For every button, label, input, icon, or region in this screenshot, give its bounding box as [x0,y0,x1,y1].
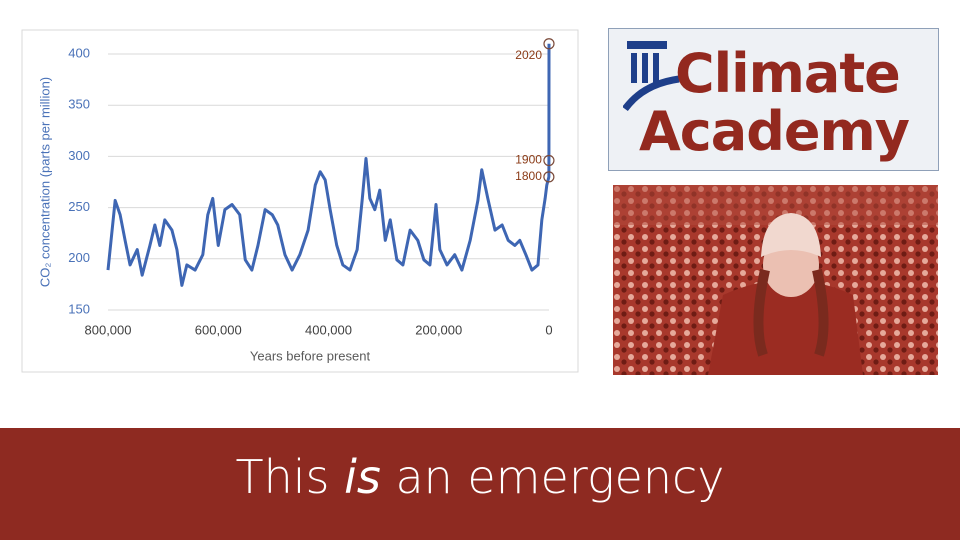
y-axis-label: CO₂ concentration (parts per million) [37,77,52,287]
annotation-marker [543,171,555,183]
x-tick-label: 0 [545,322,552,337]
logo-line1: Climate [675,42,901,105]
chart-frame [21,29,579,373]
x-axis-label: Years before present [250,348,371,363]
y-tick-label: 150 [68,301,90,316]
logo-line2: Academy [639,100,910,163]
photo [613,185,938,375]
logo-icon [623,41,680,112]
data-line [106,43,551,287]
y-tick-label: 200 [68,250,90,265]
crowd-photo [613,185,938,375]
y-tick-label: 350 [68,97,90,112]
x-tick-label: 800,000 [85,322,132,337]
annotation-marker [543,38,555,50]
y-tick-label: 400 [68,45,90,60]
annotation-label: 1800 [515,169,542,183]
title-text: an emergency [395,450,725,504]
title-band [0,428,960,540]
slide-title: This is an emergency [0,449,960,505]
logo: Climate Academy [608,28,939,171]
x-tick-label: 600,000 [195,322,242,337]
annotation-label: 1900 [515,153,542,167]
y-tick-label: 250 [68,199,90,214]
x-tick-label: 400,000 [305,322,352,337]
y-tick-label: 300 [68,148,90,163]
title-text: This [235,450,330,504]
x-tick-label: 200,000 [415,322,462,337]
annotation-label: 2020 [515,48,542,62]
title-emphasis: is [344,450,381,504]
annotation-marker [543,154,555,167]
chart: Years before present CO₂ concentration (… [21,29,579,373]
